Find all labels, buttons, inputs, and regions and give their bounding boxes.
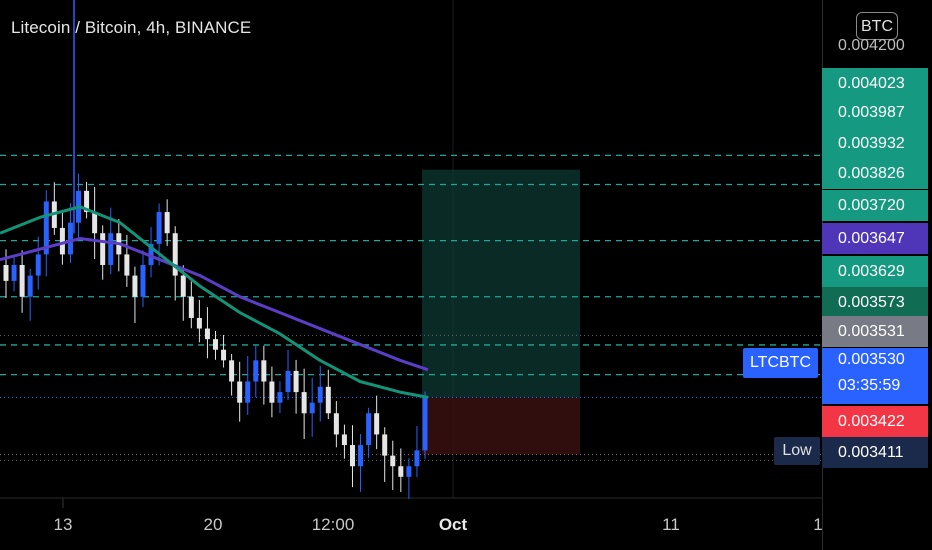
candle-body xyxy=(269,381,275,403)
candle-body xyxy=(196,317,202,329)
candle-body xyxy=(285,370,291,393)
candle-body xyxy=(3,265,9,281)
ma-slow-line xyxy=(0,237,429,372)
price-tag-9: 0.003422 xyxy=(822,406,928,437)
candle-body xyxy=(35,254,41,276)
currency-badge[interactable]: BTC xyxy=(856,12,898,40)
candle-body xyxy=(156,212,162,244)
candle-body xyxy=(237,381,243,403)
candle-body xyxy=(358,445,364,467)
low-label: Low xyxy=(774,437,820,465)
candle-body xyxy=(59,227,65,255)
candle-body xyxy=(172,233,178,276)
candle-body xyxy=(422,397,428,451)
candle-body xyxy=(229,360,235,382)
candle-body xyxy=(213,339,218,350)
candle-body xyxy=(124,254,130,276)
candle-body xyxy=(188,296,194,318)
candle-body xyxy=(414,450,420,467)
candle-body xyxy=(301,392,307,414)
candle-body xyxy=(366,413,372,446)
stop-zone xyxy=(422,397,580,455)
candle-body xyxy=(100,233,106,265)
x-tick-oct: Oct xyxy=(438,515,468,534)
candle-body xyxy=(148,243,154,265)
candle-body xyxy=(221,349,227,361)
candle-body xyxy=(374,413,380,435)
last-price-box: 0.003530 03:35:59 xyxy=(822,348,928,404)
price-tag-7: 0.003573 xyxy=(822,287,928,318)
chart-title: Litecoin / Bitcoin, 4h, BINANCE xyxy=(11,18,252,37)
candle-body xyxy=(333,413,339,435)
candle-body xyxy=(67,222,73,255)
target-zone xyxy=(422,169,580,398)
symbol-label: LTCBTC xyxy=(743,348,818,378)
candle-body xyxy=(253,360,259,382)
candle-body xyxy=(245,381,251,403)
candle-body xyxy=(325,386,331,414)
x-tick-1: 1 xyxy=(813,515,823,534)
price-tag-1: 0.003987 xyxy=(822,97,928,128)
candle-body xyxy=(43,201,49,255)
bar-countdown: 03:35:59 xyxy=(838,377,901,394)
candle-body xyxy=(140,265,146,297)
x-tick-13: 13 xyxy=(53,515,73,534)
price-tag-4: 0.003720 xyxy=(822,190,928,221)
ma-fast-line xyxy=(0,205,429,399)
candle-body xyxy=(317,386,323,403)
candle-body xyxy=(382,434,388,456)
price-tag-6: 0.003629 xyxy=(822,256,928,287)
candle-body xyxy=(390,455,396,467)
price-tag-5: 0.003647 xyxy=(822,223,928,254)
price-tag-0: 0.004023 xyxy=(822,68,928,99)
candle-body xyxy=(132,275,138,297)
candle-body xyxy=(277,392,283,403)
candle-body xyxy=(398,466,404,477)
price-tag-10: 0.003411 xyxy=(822,437,928,468)
candle-body xyxy=(84,190,90,213)
x-tick-11: 11 xyxy=(662,515,680,534)
candle-body xyxy=(180,275,186,297)
price-tag-2: 0.003932 xyxy=(822,128,928,159)
candle-body xyxy=(92,212,98,234)
candle-body xyxy=(19,265,25,297)
last-price: 0.003530 xyxy=(838,351,905,368)
candle-body xyxy=(108,233,114,265)
candle-body xyxy=(349,445,355,467)
candle-body xyxy=(341,434,347,446)
x-tick-20: 20 xyxy=(203,515,223,534)
candle-body xyxy=(11,265,17,281)
candle-body xyxy=(204,328,210,340)
candle-body xyxy=(406,466,412,477)
candle-body xyxy=(293,370,299,393)
candle-body xyxy=(164,212,170,234)
price-tag-3: 0.003826 xyxy=(822,158,928,189)
top-price-label: 0.004200 xyxy=(838,37,905,54)
price-tag-8: 0.003531 xyxy=(822,316,928,347)
x-tick-1200: 12:00 xyxy=(311,515,355,534)
candle-body xyxy=(261,360,267,382)
candle-body xyxy=(27,275,33,297)
candle-body xyxy=(309,402,315,414)
